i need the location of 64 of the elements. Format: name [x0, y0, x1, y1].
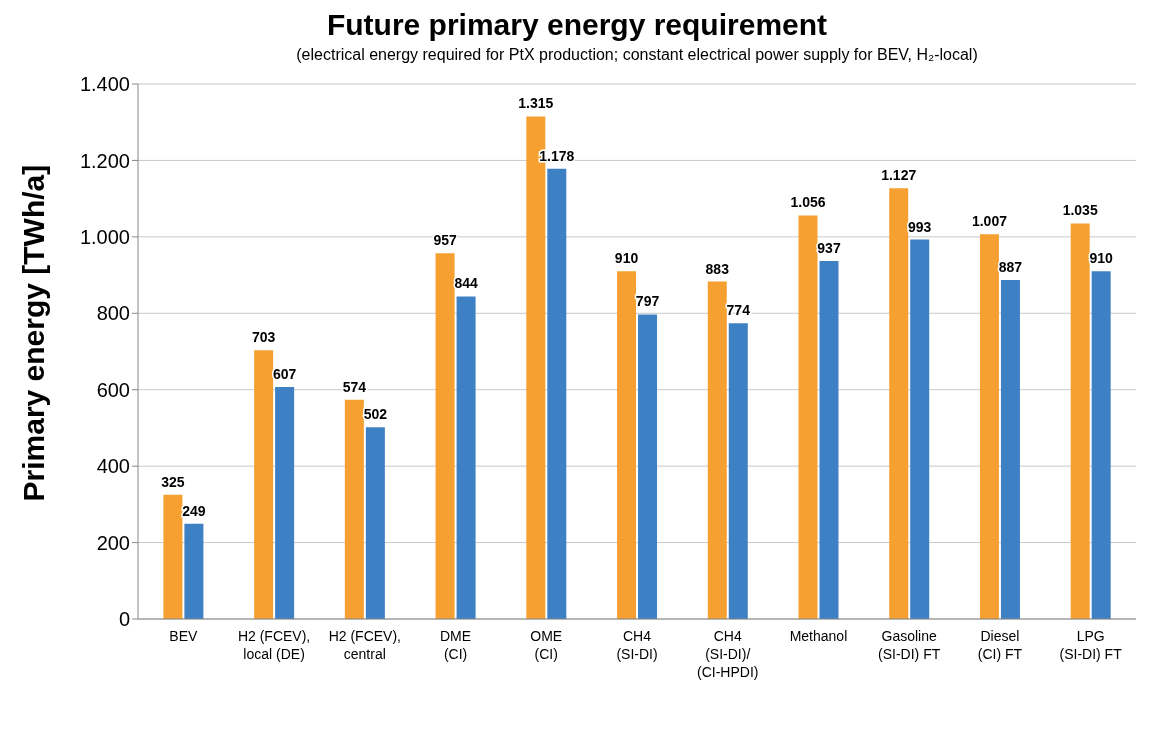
bar: [728, 323, 748, 619]
bar: [435, 253, 455, 619]
data-label: 993: [908, 218, 932, 235]
data-label: 883: [705, 260, 730, 277]
data-label: 249: [182, 502, 206, 519]
bar: [638, 314, 658, 619]
data-label: 1.007: [971, 213, 1008, 230]
data-label: 1.315: [518, 95, 554, 112]
x-tick-label: CH4 (SI-DI): [616, 628, 658, 662]
y-tick-label: 200: [96, 531, 130, 554]
data-label: 703: [251, 329, 276, 346]
x-tick-label: H2 (FCEV), central: [328, 628, 401, 662]
data-label: 937: [817, 239, 841, 256]
x-tick-label: Methanol: [789, 628, 848, 644]
bar: [819, 260, 839, 619]
data-label: 325: [161, 473, 185, 490]
bar: [163, 494, 183, 619]
y-tick-label: 1.000: [79, 225, 130, 248]
bar: [910, 239, 930, 619]
y-tick-label: 1.400: [79, 73, 130, 96]
chart-subtitle: (electrical energy required for PtX production; constant electrical power supply for BEV, H₂-local): [295, 46, 979, 64]
data-label: 957: [433, 232, 457, 249]
chart-title: Future primary energy requirement: [325, 8, 829, 42]
bar: [365, 427, 385, 619]
data-label: 910: [1089, 250, 1114, 267]
data-label: 1.127: [881, 167, 917, 184]
y-tick-label: 400: [96, 455, 130, 478]
data-label: 887: [998, 259, 1023, 276]
data-label: 844: [454, 275, 478, 292]
bar: [798, 215, 818, 619]
y-axis-title: Primary energy [TWh/a]: [16, 164, 50, 502]
data-label: 797: [635, 293, 660, 310]
y-tick-label: 600: [96, 378, 130, 401]
bar: [889, 188, 909, 619]
y-tick-label: 800: [96, 302, 130, 325]
data-label: 574: [342, 378, 367, 395]
bar: [275, 387, 295, 619]
bar: [707, 281, 727, 619]
bar: [344, 399, 364, 619]
x-tick-label: H2 (FCEV), local (DE): [237, 628, 311, 662]
y-tick-label: 0: [118, 608, 130, 631]
bar: [456, 296, 476, 619]
data-label: 1.035: [1062, 202, 1098, 219]
bar: [617, 271, 637, 619]
data-label: 1.056: [790, 194, 826, 211]
data-label: 502: [363, 406, 388, 423]
bar: [184, 523, 204, 619]
data-label: 910: [614, 250, 639, 267]
x-tick-label: LPG (SI-DI) FT: [1059, 628, 1123, 662]
bar: [1070, 223, 1090, 619]
x-tick-label: Diesel (CI) FT: [977, 628, 1023, 662]
bar: [547, 168, 567, 619]
x-tick-label: CH4 (SI-DI)/ (CI-HPDI): [697, 628, 759, 680]
data-label: 774: [726, 302, 751, 319]
x-tick-label: OME (CI): [530, 628, 563, 662]
x-tick-label: DME (CI): [439, 628, 472, 662]
y-tick-label: 1.200: [79, 149, 130, 172]
bar: [979, 234, 999, 619]
x-tick-label: BEV: [169, 628, 199, 644]
bar: [1000, 280, 1020, 619]
bar: [1091, 271, 1111, 619]
data-label: 607: [272, 366, 297, 383]
bar: [254, 350, 274, 619]
x-tick-label: Gasoline (SI-DI) FT: [878, 628, 941, 662]
